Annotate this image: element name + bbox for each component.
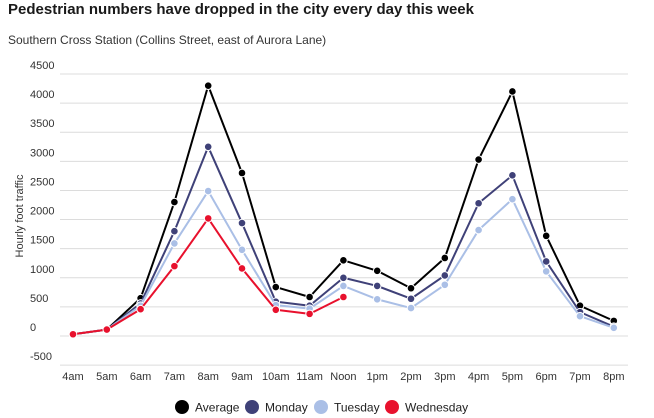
data-point (339, 281, 348, 291)
legend: Average Monday Tuesday Wednesday (175, 400, 468, 415)
y-tick-label: 0 (30, 322, 36, 334)
y-tick-label: 3500 (30, 118, 54, 130)
data-point (271, 305, 281, 315)
data-point (339, 256, 348, 265)
data-point (541, 267, 551, 276)
legend-label: Wednesday (405, 401, 468, 415)
y-tick-label: 1500 (30, 235, 54, 247)
data-point (474, 198, 483, 208)
chart-subtitle: Southern Cross Station (Collins Street, … (8, 33, 327, 47)
y-axis-ticks: -500 0 500 1000 1500 2000 2500 3000 3500 4000 4500 (30, 60, 54, 363)
data-point (237, 264, 247, 273)
data-point (541, 231, 551, 241)
legend-label: Tuesday (334, 401, 380, 415)
y-tick-label: 500 (30, 293, 48, 305)
y-tick-label: -500 (30, 351, 52, 363)
x-tick-label: 3pm (434, 371, 455, 383)
y-tick-label: 4000 (30, 89, 54, 101)
data-point (372, 266, 382, 276)
x-tick-label: 4am (62, 371, 83, 383)
data-point (406, 303, 416, 313)
x-tick-label: 11am (296, 371, 323, 383)
data-point (406, 283, 416, 293)
x-tick-label: 6pm (535, 371, 556, 383)
data-point (305, 309, 314, 319)
series-tuesday (68, 186, 619, 339)
legend-item-wednesday: Wednesday (385, 400, 468, 415)
x-tick-label: 7am (164, 371, 185, 383)
x-tick-label: 8am (197, 371, 218, 383)
data-point (203, 81, 213, 90)
series-line (72, 217, 344, 336)
series-monday (68, 142, 619, 339)
legend-item-average: Average (175, 400, 240, 415)
data-point (170, 261, 179, 271)
data-point (508, 171, 517, 180)
x-tick-label: 2pm (400, 371, 421, 383)
x-tick-label: 5am (96, 371, 117, 383)
x-tick-label: 10am (262, 371, 290, 383)
data-point (372, 295, 382, 304)
y-tick-label: 1000 (30, 264, 54, 276)
y-tick-label: 2000 (30, 206, 54, 218)
data-point (237, 218, 247, 228)
y-tick-label: 3000 (30, 147, 54, 159)
data-point (170, 197, 179, 207)
data-point (474, 225, 483, 235)
legend-label: Monday (265, 401, 308, 415)
x-tick-label: 7pm (569, 371, 590, 383)
legend-marker (385, 400, 399, 414)
chart-title: Pedestrian numbers have dropped in the c… (8, 1, 474, 18)
data-point (339, 292, 348, 302)
x-tick-label: 4pm (468, 371, 489, 383)
data-point (203, 142, 213, 152)
x-tick-label: 1pm (366, 371, 387, 383)
series-group (68, 81, 619, 339)
data-point (440, 280, 450, 290)
y-tick-label: 4500 (30, 60, 54, 72)
series-wednesday (68, 214, 348, 339)
data-point (203, 214, 213, 223)
legend-label: Average (195, 401, 240, 415)
data-point (170, 226, 179, 236)
legend-marker (314, 400, 328, 414)
data-point (609, 323, 619, 333)
data-point (339, 273, 348, 283)
data-point (440, 271, 450, 280)
legend-marker (245, 400, 259, 414)
data-point (237, 168, 247, 178)
y-axis-label: Hourly foot traffic (14, 174, 26, 257)
grid-lines (60, 73, 628, 366)
y-tick-label: 2500 (30, 176, 54, 188)
x-tick-label: 6am (130, 371, 151, 383)
data-point (440, 253, 450, 263)
data-point (237, 245, 247, 255)
data-point (474, 155, 483, 164)
x-tick-label: 8pm (603, 371, 624, 383)
data-point (203, 186, 213, 196)
data-point (508, 87, 517, 96)
x-tick-label: Noon (330, 371, 356, 383)
data-point (170, 239, 179, 248)
data-point (575, 311, 585, 321)
x-axis-ticks: 4am 5am 6am 7am 8am 9am 10am 11am Noon 1pm 2pm 3pm 4… (62, 371, 624, 383)
data-point (102, 325, 112, 334)
data-point (406, 294, 416, 304)
legend-marker (175, 400, 189, 414)
data-point (508, 194, 517, 204)
data-point (271, 282, 281, 292)
x-tick-label: 5pm (502, 371, 523, 383)
legend-item-tuesday: Tuesday (314, 400, 380, 415)
data-point (372, 281, 382, 291)
x-tick-label: 9am (231, 371, 252, 383)
data-point (68, 329, 78, 339)
data-point (305, 292, 314, 302)
legend-item-monday: Monday (245, 400, 308, 415)
data-point (136, 304, 145, 314)
